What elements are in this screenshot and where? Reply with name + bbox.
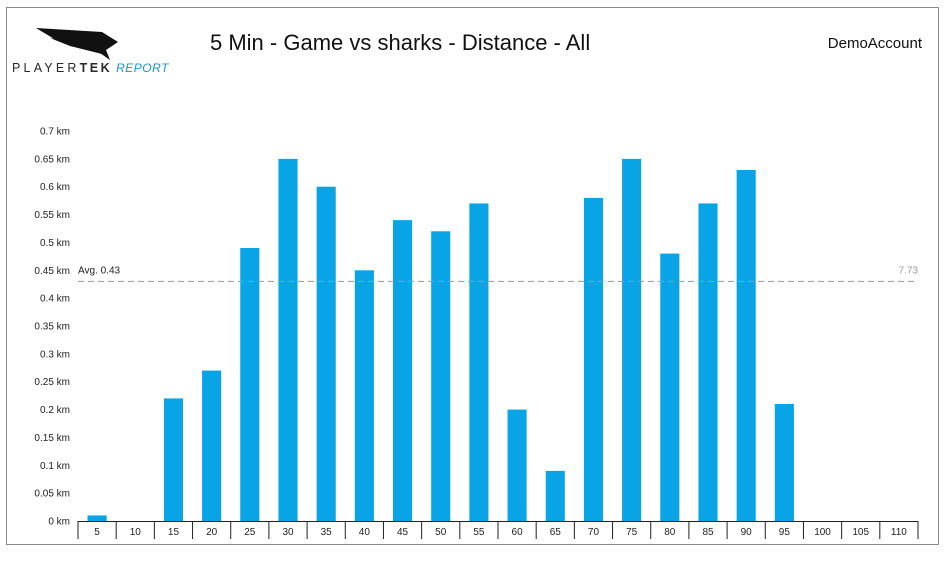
x-tick-label: 80 <box>664 527 676 538</box>
account-name: DemoAccount <box>827 35 922 52</box>
bar <box>240 248 260 521</box>
brand-tek: TEK <box>79 61 113 75</box>
bar <box>316 186 336 521</box>
y-tick-label: 0.25 km <box>34 377 70 388</box>
y-tick-label: 0.35 km <box>34 322 70 333</box>
brand-wordmark: PLAYERTEK REPORT <box>12 61 169 75</box>
brand-report: REPORT <box>116 61 169 75</box>
bar <box>278 158 298 521</box>
bar <box>622 158 642 521</box>
x-tick-label: 75 <box>626 527 638 538</box>
playertek-logo-icon <box>36 28 118 60</box>
x-tick-label: 10 <box>130 527 142 538</box>
bar <box>163 398 183 521</box>
x-tick-label: 65 <box>550 527 562 538</box>
x-tick-label: 35 <box>321 527 333 538</box>
x-tick-label: 40 <box>359 527 371 538</box>
bar <box>202 370 222 521</box>
x-tick-label: 70 <box>588 527 600 538</box>
y-tick-label: 0.05 km <box>34 489 70 500</box>
x-tick-label: 5 <box>94 527 100 538</box>
y-tick-label: 0.15 km <box>34 433 70 444</box>
total-label: 7.73 <box>899 265 919 276</box>
x-tick-label: 50 <box>435 527 447 538</box>
x-tick-label: 110 <box>891 527 907 538</box>
y-tick-label: 0.3 km <box>40 349 70 360</box>
y-tick-label: 0.6 km <box>40 182 70 193</box>
y-tick-label: 0.55 km <box>34 210 70 221</box>
bar <box>736 170 756 521</box>
bar <box>431 231 451 522</box>
y-tick-label: 0.65 km <box>34 154 70 165</box>
x-tick-label: 25 <box>244 527 256 538</box>
bar <box>583 197 603 521</box>
y-tick-label: 0.5 km <box>40 238 70 249</box>
bar <box>545 470 565 521</box>
y-tick-label: 0 km <box>48 517 70 528</box>
bar <box>660 253 680 522</box>
y-tick-label: 0.1 km <box>40 461 70 472</box>
x-tick-label: 90 <box>741 527 753 538</box>
x-tick-label: 105 <box>852 527 869 538</box>
x-tick-label: 20 <box>206 527 218 538</box>
page-title: 5 Min - Game vs sharks - Distance - All <box>210 30 591 55</box>
bar <box>393 220 413 521</box>
x-tick-label: 60 <box>512 527 524 538</box>
x-tick-label: 95 <box>779 527 791 538</box>
x-tick-label: 30 <box>282 527 294 538</box>
bar <box>469 203 489 521</box>
x-tick-label: 100 <box>814 527 831 538</box>
bar <box>698 203 718 521</box>
x-tick-label: 45 <box>397 527 409 538</box>
y-tick-label: 0.45 km <box>34 266 70 277</box>
y-tick-label: 0.4 km <box>40 294 70 305</box>
bar <box>507 409 527 521</box>
y-tick-label: 0.2 km <box>40 405 70 416</box>
x-tick-label: 15 <box>168 527 180 538</box>
bar <box>87 515 107 521</box>
bar <box>774 404 794 521</box>
y-tick-label: 0.7 km <box>40 127 70 138</box>
bar <box>354 270 374 521</box>
x-tick-label: 55 <box>473 527 485 538</box>
brand-player: PLAYER <box>12 61 80 75</box>
x-tick-label: 85 <box>702 527 714 538</box>
average-label: Avg. 0.43 <box>78 265 121 276</box>
